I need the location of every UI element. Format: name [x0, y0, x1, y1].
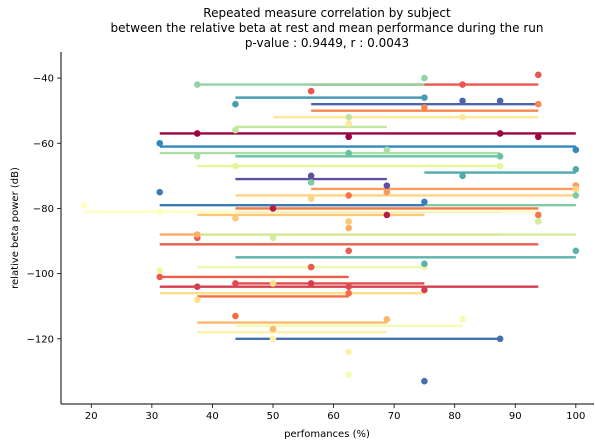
series-31-point-0 — [156, 139, 164, 147]
series-23-point-0 — [232, 126, 239, 134]
x-tick-label: 60 — [327, 411, 340, 422]
series-29-point-1 — [572, 166, 580, 173]
series-4-point-0 — [307, 87, 315, 95]
series-35-point-0 — [307, 172, 315, 180]
chart-title-line-2: between the relative beta at rest and me… — [111, 21, 544, 35]
series-0-point-1 — [345, 133, 352, 141]
x-tick-label: 30 — [145, 411, 158, 422]
series-7-point-1 — [345, 289, 352, 297]
chart-title-line-1: Repeated measure correlation by subject — [203, 6, 451, 20]
series-34-point-1 — [496, 97, 504, 105]
series-28-point-0 — [421, 260, 428, 268]
series-5-point-1 — [345, 247, 352, 255]
series-8-point-1 — [534, 211, 542, 219]
series-18-point-1 — [156, 208, 164, 216]
series-27-point-1 — [496, 152, 504, 160]
series-18-point-0 — [80, 201, 88, 209]
series-22-point-1 — [534, 218, 542, 225]
series-10-point-0 — [383, 188, 391, 196]
series-3-point-1 — [345, 283, 352, 290]
series-21-point-1 — [496, 162, 504, 170]
series-24-point-0 — [193, 152, 201, 160]
series-30-point-0 — [232, 100, 239, 108]
series-16-point-1 — [459, 113, 466, 121]
series-34-point-0 — [459, 97, 466, 105]
series-13-point-0 — [232, 214, 239, 222]
series-6-point-0 — [156, 273, 164, 281]
series-15-point-0 — [193, 296, 201, 304]
series-28-point-1 — [572, 247, 580, 255]
series-32-point-0 — [156, 188, 164, 196]
x-tick-label: 80 — [448, 411, 461, 422]
series-29-point-0 — [459, 172, 466, 180]
series-24-point-1 — [383, 146, 391, 154]
series-0-point-3 — [534, 133, 542, 141]
series-2-point-2 — [421, 286, 428, 294]
series-17-point-0 — [269, 335, 277, 343]
chart-title-line-3: p-value : 0.9449, r : 0.0043 — [245, 36, 409, 50]
y-tick-label: −100 — [27, 269, 54, 280]
series-11-point-0 — [193, 231, 201, 238]
series-30-point-1 — [421, 94, 428, 101]
x-tick-label: 50 — [267, 411, 280, 422]
series-1-point-0 — [269, 205, 277, 212]
series-14-point-1 — [572, 185, 580, 193]
x-tick-label: 90 — [509, 411, 522, 422]
series-4-point-2 — [534, 71, 542, 79]
series-17-point-1 — [345, 348, 352, 356]
x-axis-label: perfomances (%) — [284, 429, 370, 440]
x-tick-label: 20 — [85, 411, 98, 422]
x-tick-label: 40 — [206, 411, 219, 422]
series-2-point-0 — [193, 283, 201, 290]
x-axis-ticks: 20 30 40 50 60 70 80 90 100 — [85, 404, 585, 422]
y-tick-label: −60 — [33, 139, 54, 150]
series-12-point-0 — [269, 325, 277, 333]
series-8-point-0 — [345, 192, 352, 199]
series-2-point-1 — [307, 280, 315, 287]
series-20-point-0 — [156, 267, 164, 274]
series-1-point-1 — [383, 211, 391, 219]
series-19-point-1 — [459, 315, 466, 323]
data-points — [80, 71, 580, 385]
series-12-point-1 — [383, 315, 391, 323]
series-6-point-1 — [307, 263, 315, 271]
series-35-point-1 — [383, 182, 391, 189]
y-axis-ticks: −120 −100 −80 −60 −40 — [27, 74, 61, 345]
series-7-point-0 — [232, 312, 239, 320]
series-22-point-0 — [269, 234, 277, 242]
series-25-point-1 — [421, 74, 428, 82]
series-3-point-0 — [232, 280, 239, 287]
series-26-point-0 — [307, 179, 315, 186]
series-9-point-1 — [534, 100, 542, 108]
series-11-point-1 — [345, 224, 352, 232]
series-31-point-1 — [572, 146, 580, 154]
x-tick-label: 100 — [566, 411, 585, 422]
series-25-point-0 — [193, 81, 201, 88]
series-26-point-1 — [572, 192, 580, 199]
y-tick-label: −40 — [33, 74, 54, 85]
series-4-point-1 — [459, 81, 466, 88]
series-27-point-0 — [345, 149, 352, 157]
series-13-point-1 — [345, 218, 352, 225]
series-9-point-0 — [421, 104, 428, 111]
y-tick-label: −120 — [27, 334, 54, 345]
series-33-point-1 — [496, 335, 504, 343]
series-21-point-0 — [232, 162, 239, 170]
series-16-point-0 — [345, 120, 352, 128]
y-axis-label: relative beta power (dB) — [10, 167, 21, 289]
series-23-point-1 — [345, 113, 352, 121]
y-tick-label: −80 — [33, 204, 54, 215]
series-14-point-0 — [307, 195, 315, 202]
series-15-point-1 — [269, 280, 277, 287]
x-tick-label: 70 — [388, 411, 401, 422]
series-0-point-0 — [193, 130, 201, 137]
series-0-point-2 — [496, 130, 504, 137]
series-32-point-1 — [421, 198, 428, 206]
series-33-point-0 — [421, 377, 428, 385]
series-19-point-0 — [345, 371, 352, 378]
